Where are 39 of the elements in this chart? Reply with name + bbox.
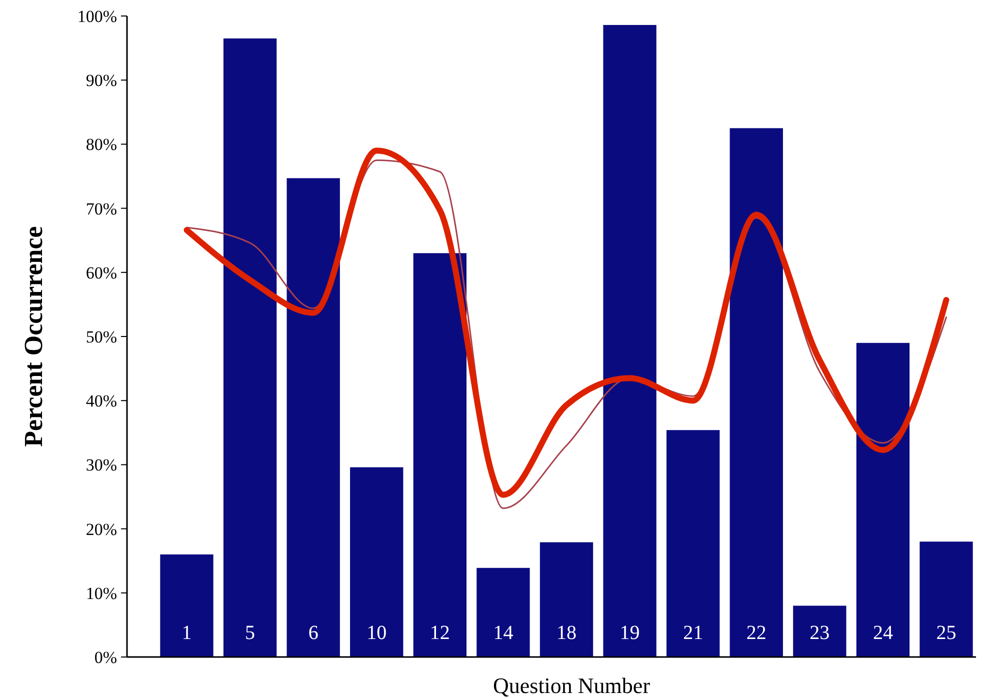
bar: [603, 24, 656, 657]
x-tick-label: 18: [556, 622, 576, 644]
x-tick-label: 10: [366, 622, 387, 644]
x-tick-label: 25: [936, 622, 956, 644]
y-tick-label: 0%: [94, 648, 117, 667]
bar: [540, 542, 594, 657]
x-tick-label: 21: [683, 622, 704, 644]
bar: [223, 38, 277, 657]
y-tick-label: 50%: [86, 327, 117, 346]
bar: [856, 342, 910, 657]
y-tick-label: 80%: [86, 135, 117, 154]
y-tick-label: 10%: [86, 584, 117, 603]
x-tick-label: 6: [308, 622, 318, 644]
y-axis-title: Percent Occurrence: [19, 226, 48, 447]
y-tick-label: 20%: [86, 520, 117, 539]
bar: [793, 606, 846, 657]
y-tick-label: 100%: [77, 6, 117, 26]
x-tick-label: 23: [810, 622, 830, 644]
y-tick-label: 40%: [86, 392, 117, 411]
bar: [413, 253, 466, 657]
x-tick-label: 14: [493, 622, 514, 644]
bar: [160, 554, 214, 657]
y-tick-label: 70%: [86, 199, 117, 218]
x-tick-label: 5: [245, 622, 256, 644]
bar: [920, 542, 973, 657]
x-tick-label: 24: [872, 622, 893, 644]
y-tick-label: 90%: [86, 71, 117, 90]
bar: [730, 128, 783, 657]
bar: [476, 568, 530, 657]
bar: [350, 467, 404, 657]
x-axis-title: Question Number: [492, 673, 651, 698]
x-tick-label: 19: [620, 622, 640, 644]
bar: [286, 178, 340, 657]
x-tick-label: 12: [430, 622, 450, 644]
y-tick-label: 60%: [86, 263, 117, 282]
y-tick-label: 30%: [86, 456, 117, 475]
x-tick-label: 22: [746, 622, 766, 644]
x-tick-label: 1: [182, 622, 192, 644]
bar: [666, 430, 720, 657]
